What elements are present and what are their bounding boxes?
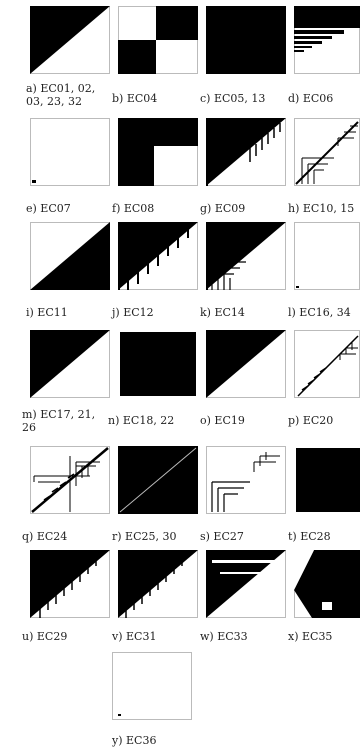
panel-j xyxy=(118,222,198,290)
caption-h: h) EC10, 15 xyxy=(288,202,355,215)
panel-f xyxy=(118,118,198,186)
caption-w: w) EC33 xyxy=(200,630,248,643)
caption-m: m) EC17, 21, 26 xyxy=(22,408,96,434)
panel-t xyxy=(294,446,360,514)
panel-d xyxy=(294,6,360,74)
caption-i: i) EC11 xyxy=(26,306,68,319)
caption-g: g) EC09 xyxy=(200,202,246,215)
caption-r: r) EC25, 30 xyxy=(112,530,177,543)
panel-h xyxy=(294,118,360,186)
caption-y: y) EC36 xyxy=(112,734,157,747)
caption-k: k) EC14 xyxy=(200,306,245,319)
panel-n xyxy=(118,330,198,398)
panel-g xyxy=(206,118,286,186)
caption-u: u) EC29 xyxy=(22,630,68,643)
panel-r xyxy=(118,446,198,514)
panel-m xyxy=(30,330,110,398)
caption-f: f) EC08 xyxy=(112,202,155,215)
caption-v: v) EC31 xyxy=(112,630,157,643)
caption-b: b) EC04 xyxy=(112,92,158,105)
caption-d: d) EC06 xyxy=(288,92,334,105)
panel-k xyxy=(206,222,286,290)
panel-x xyxy=(294,550,360,618)
panel-c xyxy=(206,6,286,74)
panel-p xyxy=(294,330,360,398)
panel-a xyxy=(30,6,110,74)
caption-e: e) EC07 xyxy=(26,202,71,215)
caption-l: l) EC16, 34 xyxy=(288,306,351,319)
caption-n: n) EC18, 22 xyxy=(108,414,175,427)
panel-s xyxy=(206,446,286,514)
panel-l xyxy=(294,222,360,290)
caption-t: t) EC28 xyxy=(288,530,331,543)
panel-v xyxy=(118,550,198,618)
caption-j: j) EC12 xyxy=(112,306,154,319)
caption-p: p) EC20 xyxy=(288,414,334,427)
panel-i xyxy=(30,222,110,290)
caption-a: a) EC01, 02, 03, 23, 32 xyxy=(26,82,96,108)
panel-o xyxy=(206,330,286,398)
caption-c: c) EC05, 13 xyxy=(200,92,266,105)
caption-q: q) EC24 xyxy=(22,530,68,543)
panel-q xyxy=(30,446,110,514)
panel-w xyxy=(206,550,286,618)
caption-o: o) EC19 xyxy=(200,414,245,427)
panel-e xyxy=(30,118,110,186)
panel-y xyxy=(112,652,192,720)
caption-s: s) EC27 xyxy=(200,530,244,543)
caption-x: x) EC35 xyxy=(288,630,333,643)
panel-u xyxy=(30,550,110,618)
panel-b xyxy=(118,6,198,74)
